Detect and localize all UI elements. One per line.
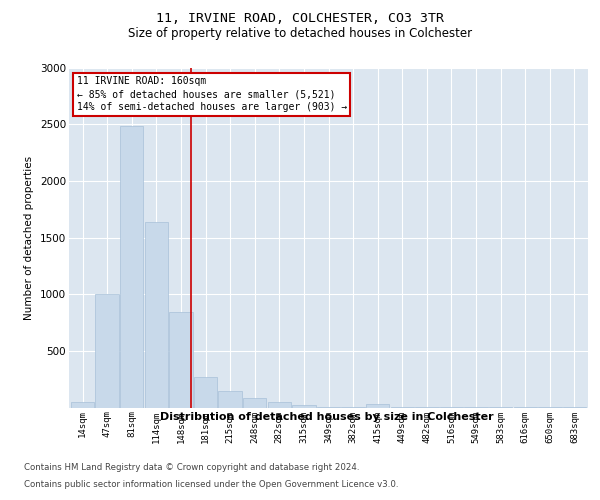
- Bar: [341, 407, 365, 408]
- Text: Size of property relative to detached houses in Colchester: Size of property relative to detached ho…: [128, 28, 472, 40]
- Bar: [464, 407, 488, 408]
- Text: 11, IRVINE ROAD, COLCHESTER, CO3 3TR: 11, IRVINE ROAD, COLCHESTER, CO3 3TR: [156, 12, 444, 26]
- Y-axis label: Number of detached properties: Number of detached properties: [25, 156, 34, 320]
- Bar: [95, 294, 119, 408]
- Bar: [194, 378, 217, 408]
- Bar: [538, 407, 562, 408]
- Bar: [169, 312, 193, 408]
- Bar: [391, 407, 414, 408]
- Bar: [440, 407, 463, 408]
- Bar: [218, 390, 242, 407]
- Text: Contains public sector information licensed under the Open Government Licence v3: Contains public sector information licen…: [24, 480, 398, 489]
- Text: Contains HM Land Registry data © Crown copyright and database right 2024.: Contains HM Land Registry data © Crown c…: [24, 464, 359, 472]
- Bar: [71, 402, 94, 407]
- Bar: [415, 407, 439, 408]
- Bar: [292, 406, 316, 407]
- Bar: [268, 402, 291, 407]
- Bar: [317, 407, 340, 408]
- Text: 11 IRVINE ROAD: 160sqm
← 85% of detached houses are smaller (5,521)
14% of semi-: 11 IRVINE ROAD: 160sqm ← 85% of detached…: [77, 76, 347, 112]
- Bar: [366, 404, 389, 407]
- Bar: [489, 407, 512, 408]
- Bar: [120, 126, 143, 408]
- Bar: [243, 398, 266, 407]
- Bar: [563, 407, 586, 408]
- Text: Distribution of detached houses by size in Colchester: Distribution of detached houses by size …: [160, 412, 494, 422]
- Bar: [145, 222, 168, 408]
- Bar: [514, 407, 537, 408]
